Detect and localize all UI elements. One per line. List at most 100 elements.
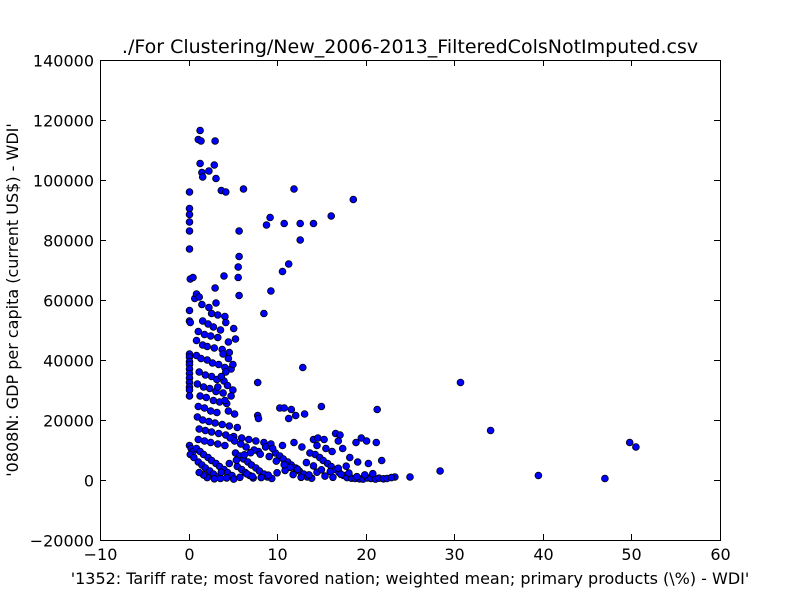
data-point <box>290 185 298 193</box>
data-point <box>280 460 289 469</box>
data-point <box>203 342 212 351</box>
data-point <box>223 381 232 390</box>
data-point <box>186 318 195 327</box>
data-point <box>317 402 326 411</box>
data-point <box>194 402 203 411</box>
data-point <box>254 414 263 423</box>
data-point <box>200 437 209 445</box>
data-point <box>206 332 215 340</box>
data-point <box>309 219 318 228</box>
y-tick-label: 40000 <box>43 352 94 371</box>
y-tick-label: 20000 <box>43 412 94 431</box>
data-point <box>240 450 249 459</box>
data-point <box>322 444 330 453</box>
data-point <box>245 435 253 444</box>
data-point <box>205 417 213 426</box>
data-point <box>362 437 371 445</box>
data-point <box>236 473 244 482</box>
data-point <box>278 441 287 450</box>
data-point <box>210 474 219 483</box>
y-tick-label: 140000 <box>33 52 94 71</box>
data-point <box>280 404 289 412</box>
data-point <box>234 263 243 271</box>
data-point <box>300 410 309 418</box>
data-point <box>199 383 208 391</box>
data-point <box>353 472 361 481</box>
data-point <box>211 137 219 145</box>
data-point <box>306 449 314 457</box>
data-point <box>210 344 219 352</box>
x-tick-label: −10 <box>84 545 118 564</box>
data-point <box>212 299 220 307</box>
data-point <box>268 444 277 453</box>
data-point <box>235 227 243 235</box>
data-point <box>214 383 222 391</box>
y-tick-label: 120000 <box>33 112 94 131</box>
data-point <box>185 188 194 196</box>
data-point <box>235 291 243 300</box>
x-tick-label: 20 <box>356 545 376 564</box>
data-point <box>601 474 609 483</box>
data-point <box>534 471 543 480</box>
x-tick-label: 10 <box>267 545 287 564</box>
data-point <box>195 368 204 376</box>
data-point <box>207 309 216 318</box>
data-point <box>252 437 260 445</box>
data-point <box>248 472 257 481</box>
data-point <box>214 429 223 438</box>
data-point <box>185 306 194 315</box>
data-point <box>305 471 313 479</box>
data-point <box>326 467 335 476</box>
data-point <box>229 324 238 333</box>
y-tick-label: 60000 <box>43 292 94 311</box>
data-point <box>406 473 414 481</box>
data-point <box>297 473 305 482</box>
data-point <box>273 468 281 477</box>
data-point <box>197 354 205 363</box>
data-point <box>239 185 248 193</box>
data-point <box>198 416 207 424</box>
x-tick-label: 30 <box>444 545 464 564</box>
data-point <box>290 438 298 447</box>
data-point <box>232 456 241 465</box>
data-point <box>334 464 343 473</box>
data-point <box>632 443 640 451</box>
data-point <box>190 453 198 462</box>
data-point <box>233 423 242 432</box>
data-point <box>373 405 382 414</box>
data-point <box>387 473 396 482</box>
data-point <box>185 245 194 253</box>
data-point <box>266 213 274 222</box>
data-point <box>222 318 230 327</box>
data-point <box>321 472 329 480</box>
data-point <box>214 360 223 369</box>
data-point <box>317 465 326 474</box>
data-point <box>309 462 318 470</box>
data-point <box>272 457 281 465</box>
data-point <box>195 293 204 301</box>
data-point <box>201 426 210 435</box>
data-point <box>200 404 209 412</box>
data-point <box>224 338 233 346</box>
data-point <box>209 323 218 331</box>
data-point <box>193 380 202 388</box>
data-point <box>206 384 214 393</box>
data-point <box>195 425 204 433</box>
y-tick-label: 80000 <box>43 232 94 251</box>
data-point <box>205 167 213 175</box>
data-point <box>196 159 204 168</box>
data-point <box>293 465 302 474</box>
data-point <box>278 267 287 276</box>
data-point <box>320 435 328 444</box>
data-point <box>345 453 354 462</box>
data-point <box>227 392 235 400</box>
data-point <box>260 309 268 318</box>
data-point <box>342 462 351 471</box>
data-point <box>217 372 226 381</box>
data-point <box>196 392 204 400</box>
data-points <box>185 126 640 483</box>
y-axis-ticks: −20000 0 20000 40000 60000 80000 100000 120000 1… <box>30 52 720 551</box>
data-point <box>360 471 369 479</box>
data-point <box>352 438 360 447</box>
